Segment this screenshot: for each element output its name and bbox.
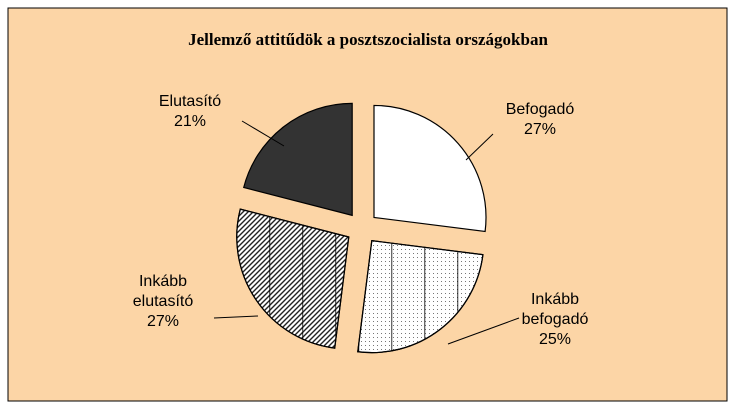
slice-label: Befogadó 27% — [488, 100, 592, 140]
chart-title: Jellemző attitűdök a posztszocialista or… — [188, 30, 548, 49]
slice-value: 27% — [146, 313, 180, 330]
slice-label: Inkább elutasító 27% — [111, 272, 215, 332]
slice-label: Inkább befogadó 25% — [503, 290, 607, 350]
slice-value: 27% — [523, 121, 557, 138]
leader-line — [465, 133, 494, 161]
pie-slice — [373, 104, 487, 233]
pie-slice-outline — [357, 239, 484, 354]
pie-slice — [242, 102, 353, 217]
slice-name: Elutasító — [158, 93, 222, 110]
leader-line — [447, 317, 520, 345]
slice-name: Inkább befogadó — [521, 291, 589, 328]
slice-value: 25% — [538, 331, 572, 348]
slice-name: Befogadó — [505, 101, 575, 118]
leader-line — [241, 120, 285, 147]
slice-value: 21% — [173, 113, 207, 130]
slice-label: Elutasító 21% — [138, 92, 242, 132]
leader-line — [213, 315, 259, 319]
slice-name: Inkább elutasító — [132, 273, 194, 310]
pie-slice-outline — [236, 208, 350, 349]
